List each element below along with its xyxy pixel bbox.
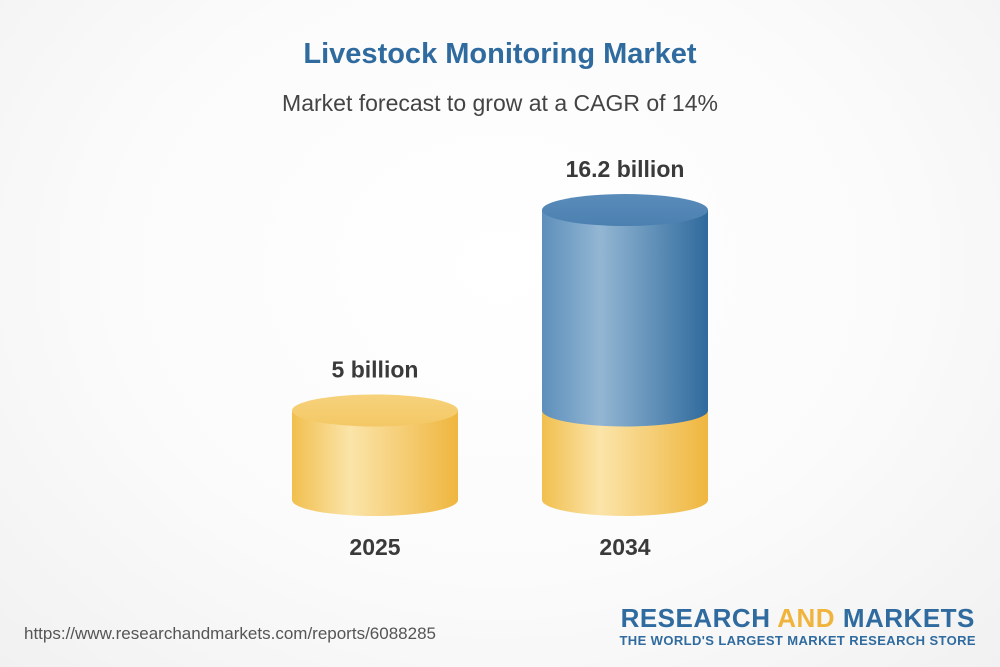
bar-2025-base-segment [292,410,458,516]
value-label-2025: 5 billion [332,357,419,383]
brand-word-research: RESEARCH [620,603,771,633]
bar-2034-growth-segment [542,210,708,427]
brand-tagline: THE WORLD'S LARGEST MARKET RESEARCH STOR… [619,633,976,648]
report-url[interactable]: https://www.researchandmarkets.com/repor… [24,624,436,643]
bar-2025-top [292,394,458,427]
chart-title: Livestock Monitoring Market [303,38,697,70]
brand-logo: RESEARCH AND MARKETS THE WORLD'S LARGEST… [619,604,976,650]
brand-word-markets: MARKETS [842,603,975,633]
chart-subtitle: Market forecast to grow at a CAGR of 14% [282,90,718,116]
brand-word-and: AND [777,603,836,633]
category-label-2034: 2034 [599,534,650,560]
bar-2034-top [542,194,708,227]
category-label-2025: 2025 [349,534,400,560]
value-label-2034: 16.2 billion [566,156,685,182]
bar-2034-base-segment [542,410,708,516]
